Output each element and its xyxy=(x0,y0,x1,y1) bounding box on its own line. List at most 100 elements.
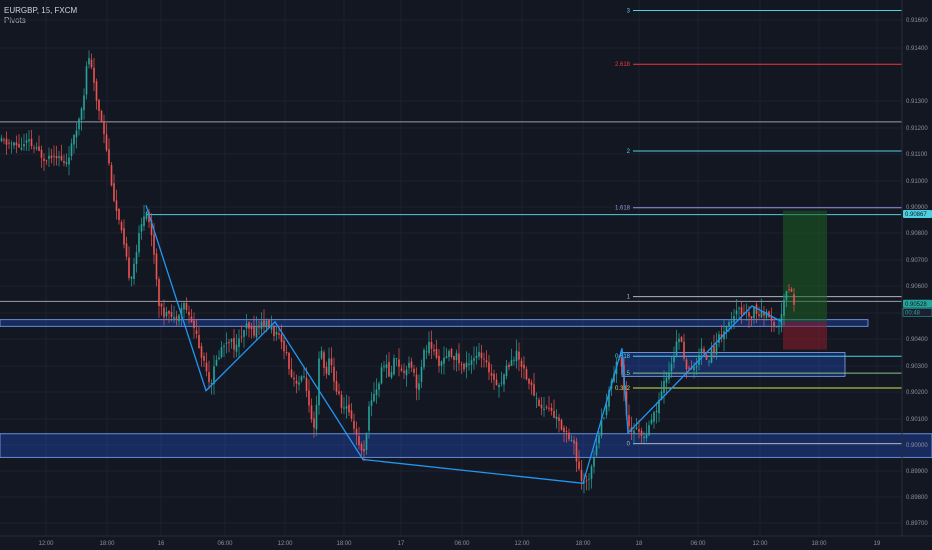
zone-rect[interactable] xyxy=(0,319,869,327)
candle-body[interactable] xyxy=(8,142,10,144)
candle-body[interactable] xyxy=(210,382,213,384)
candle-body[interactable] xyxy=(790,288,793,292)
candle-body[interactable] xyxy=(748,312,750,317)
candle-body[interactable] xyxy=(135,252,138,265)
candle-body[interactable] xyxy=(128,257,130,278)
candle-body[interactable] xyxy=(35,147,38,149)
candle-body[interactable] xyxy=(695,365,698,368)
candle-body[interactable] xyxy=(655,410,658,413)
candle-body[interactable] xyxy=(318,358,320,406)
candle-body[interactable] xyxy=(458,353,460,364)
candle-body[interactable] xyxy=(78,118,80,130)
candle-body[interactable] xyxy=(553,410,555,418)
candle-body[interactable] xyxy=(518,351,520,360)
candle-body[interactable] xyxy=(230,339,233,342)
candle-body[interactable] xyxy=(435,349,438,358)
candle-body[interactable] xyxy=(605,405,608,416)
candle-body[interactable] xyxy=(173,317,175,319)
candle-body[interactable] xyxy=(528,378,530,384)
candle-body[interactable] xyxy=(30,138,33,146)
candle-body[interactable] xyxy=(133,263,135,279)
candle-body[interactable] xyxy=(760,310,763,318)
candle-body[interactable] xyxy=(85,66,88,95)
candle-body[interactable] xyxy=(535,397,538,399)
candle-body[interactable] xyxy=(388,361,390,377)
candle-body[interactable] xyxy=(90,59,93,68)
candle-body[interactable] xyxy=(295,380,298,384)
candle-body[interactable] xyxy=(315,404,318,430)
candle-body[interactable] xyxy=(345,406,348,409)
candle-body[interactable] xyxy=(278,333,280,335)
profit-zone[interactable] xyxy=(783,210,827,322)
candle-body[interactable] xyxy=(340,394,343,408)
candle-body[interactable] xyxy=(598,435,600,444)
candle-body[interactable] xyxy=(440,361,443,366)
candle-body[interactable] xyxy=(50,155,53,158)
candle-body[interactable] xyxy=(480,352,483,359)
candle-body[interactable] xyxy=(660,391,663,400)
candle-body[interactable] xyxy=(355,428,358,435)
candle-body[interactable] xyxy=(0,138,3,142)
candle-body[interactable] xyxy=(358,436,360,446)
candle-body[interactable] xyxy=(350,410,353,419)
candle-body[interactable] xyxy=(238,338,240,347)
candle-body[interactable] xyxy=(508,364,510,368)
candle-body[interactable] xyxy=(203,356,205,361)
candle-body[interactable] xyxy=(463,363,465,370)
candle-body[interactable] xyxy=(63,161,65,163)
candle-body[interactable] xyxy=(575,441,578,462)
candle-body[interactable] xyxy=(405,369,408,376)
candle-body[interactable] xyxy=(750,316,753,319)
candle-body[interactable] xyxy=(578,461,580,469)
candle-body[interactable] xyxy=(208,372,210,383)
candle-body[interactable] xyxy=(360,444,363,451)
candle-body[interactable] xyxy=(398,359,400,367)
candle-body[interactable] xyxy=(53,155,55,157)
candle-body[interactable] xyxy=(150,220,153,236)
candle-body[interactable] xyxy=(165,311,168,317)
candle-body[interactable] xyxy=(10,143,13,145)
candle-body[interactable] xyxy=(410,361,413,368)
candle-body[interactable] xyxy=(735,310,738,315)
candle-body[interactable] xyxy=(380,367,383,384)
candle-body[interactable] xyxy=(763,311,765,316)
candle-body[interactable] xyxy=(425,351,428,353)
candle-body[interactable] xyxy=(505,365,508,377)
candle-body[interactable] xyxy=(538,399,540,407)
candle-body[interactable] xyxy=(715,343,718,355)
candle-body[interactable] xyxy=(658,399,660,414)
candle-body[interactable] xyxy=(545,407,548,408)
candle-body[interactable] xyxy=(5,138,8,145)
candle-body[interactable] xyxy=(710,348,713,363)
candle-body[interactable] xyxy=(465,362,468,368)
price-tag[interactable] xyxy=(903,210,932,219)
candle-body[interactable] xyxy=(540,404,543,409)
candle-body[interactable] xyxy=(693,367,695,371)
candle-body[interactable] xyxy=(500,382,503,384)
candle-body[interactable] xyxy=(320,350,323,359)
candle-body[interactable] xyxy=(428,341,430,354)
candle-body[interactable] xyxy=(585,480,588,482)
candle-body[interactable] xyxy=(83,95,85,111)
candle-body[interactable] xyxy=(328,358,330,375)
candle-body[interactable] xyxy=(370,400,373,406)
candle-body[interactable] xyxy=(383,365,385,368)
candle-body[interactable] xyxy=(573,440,575,444)
candle-body[interactable] xyxy=(678,338,680,343)
candle-body[interactable] xyxy=(163,307,165,318)
candle-body[interactable] xyxy=(485,360,488,363)
candle-body[interactable] xyxy=(595,445,598,456)
candle-body[interactable] xyxy=(770,315,773,321)
candle-body[interactable] xyxy=(13,142,15,146)
candle-body[interactable] xyxy=(400,368,403,371)
candle-body[interactable] xyxy=(668,373,670,380)
candle-body[interactable] xyxy=(523,364,525,369)
candle-body[interactable] xyxy=(650,419,653,424)
candle-body[interactable] xyxy=(130,277,133,279)
candle-body[interactable] xyxy=(728,322,730,327)
candle-body[interactable] xyxy=(313,418,315,428)
candle-body[interactable] xyxy=(680,337,683,342)
candle-body[interactable] xyxy=(190,316,193,323)
candle-body[interactable] xyxy=(105,134,108,151)
